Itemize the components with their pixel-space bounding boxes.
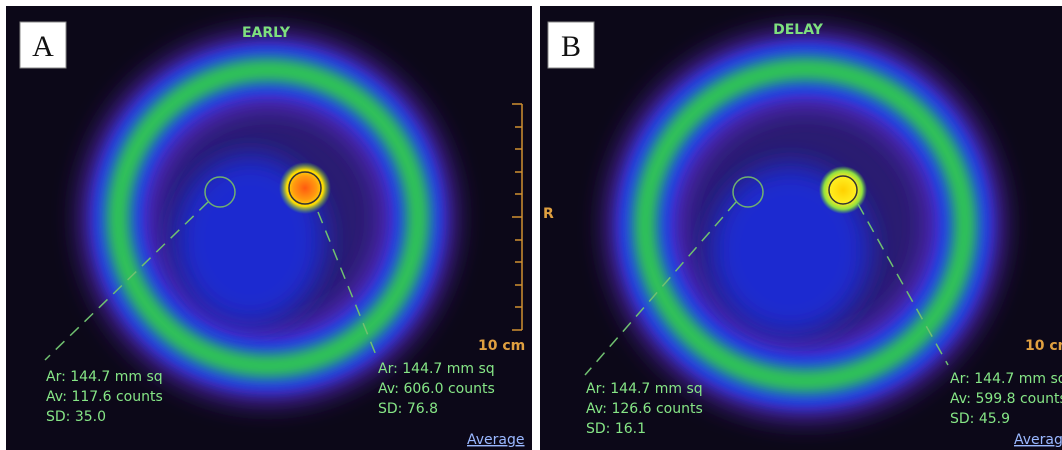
roi-average: Av: 606.0 counts (378, 381, 495, 397)
roi-sd: SD: 35.0 (46, 409, 106, 425)
roi-area: Ar: 144.7 mm sq (378, 361, 495, 377)
roi-area: Ar: 144.7 mm sq (46, 369, 163, 385)
panel-b: DELAY R 10 cm Ar: 144.7 mm sq Av: 126.6 … (540, 6, 1062, 450)
roi-sd: SD: 45.9 (950, 411, 1010, 427)
panel-a: EARLY 10 cm Ar: 144.7 mm sq Av: 117.6 co… (6, 6, 532, 450)
average-link[interactable]: Average (467, 432, 525, 448)
panel-label: A (32, 30, 54, 63)
average-link[interactable]: Average (1014, 432, 1062, 448)
scale-label: 10 cm (478, 338, 525, 354)
roi-sd: SD: 16.1 (586, 421, 646, 437)
roi-area: Ar: 144.7 mm sq (950, 371, 1062, 387)
panel-title: EARLY (242, 25, 291, 41)
roi-average: Av: 117.6 counts (46, 389, 163, 405)
panel-label: B (561, 30, 581, 63)
panel-title: DELAY (773, 22, 824, 38)
roi-area: Ar: 144.7 mm sq (586, 381, 703, 397)
roi-sd: SD: 76.8 (378, 401, 438, 417)
orientation-label: R (543, 206, 554, 222)
scale-label: 10 cm (1025, 338, 1062, 354)
roi-average: Av: 599.8 counts (950, 391, 1062, 407)
roi-average: Av: 126.6 counts (586, 401, 703, 417)
